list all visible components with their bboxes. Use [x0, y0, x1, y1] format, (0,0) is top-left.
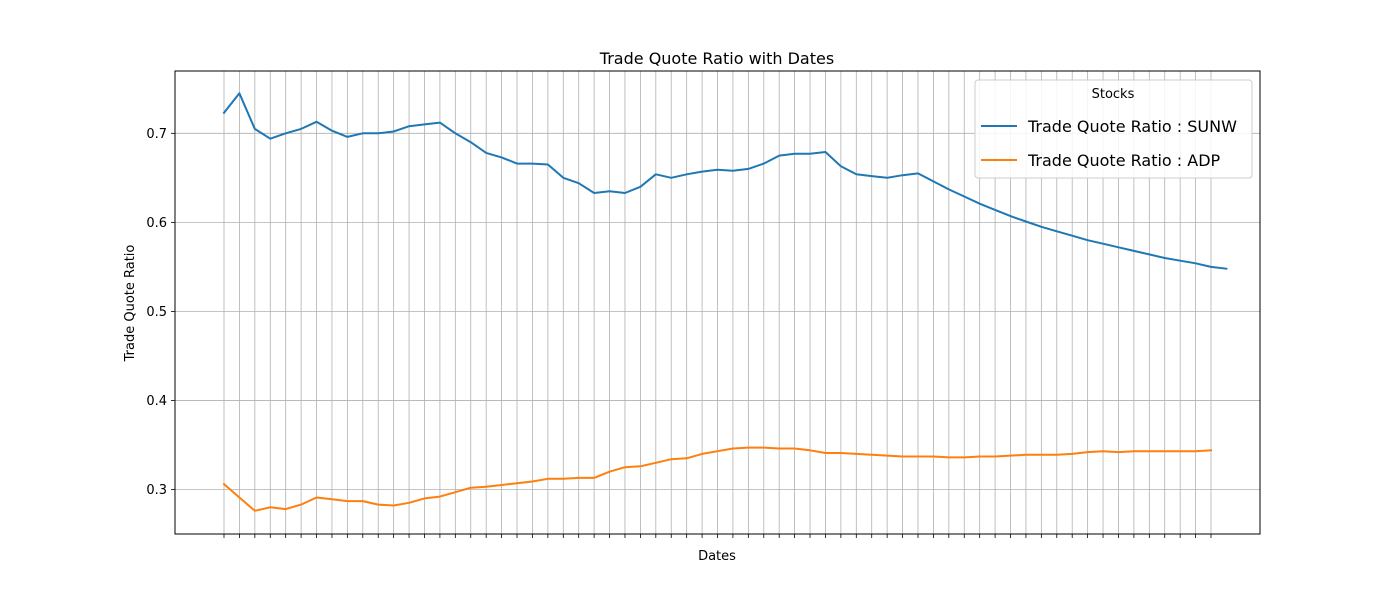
chart-title: Trade Quote Ratio with Dates — [599, 49, 834, 68]
y-tick-label: 0.7 — [146, 127, 167, 142]
x-axis-label: Dates — [698, 549, 736, 564]
plot-area-frame — [174, 70, 1261, 535]
series-line-adp — [222, 446, 1213, 512]
y-tick-label: 0.3 — [146, 483, 167, 498]
legend-label-adp: Trade Quote Ratio : ADP — [1027, 151, 1221, 170]
y-axis-ticks: 0.3 0.4 0.5 0.6 0.7 — [146, 127, 175, 498]
y-tick-label: 0.5 — [146, 305, 167, 320]
legend-title: Stocks — [1092, 87, 1135, 102]
legend-label-sunw: Trade Quote Ratio : SUNW — [1027, 117, 1237, 136]
x-axis-ticks — [223, 534, 1212, 538]
y-tick-label: 0.6 — [146, 216, 167, 231]
legend: Stocks Trade Quote Ratio : SUNW Trade Qu… — [974, 79, 1253, 179]
y-tick-label: 0.4 — [146, 394, 167, 409]
series-lines — [222, 92, 1228, 512]
series-line-sunw — [222, 92, 1228, 270]
legend-frame — [974, 79, 1253, 179]
y-axis-label: Trade Quote Ratio — [123, 245, 138, 363]
